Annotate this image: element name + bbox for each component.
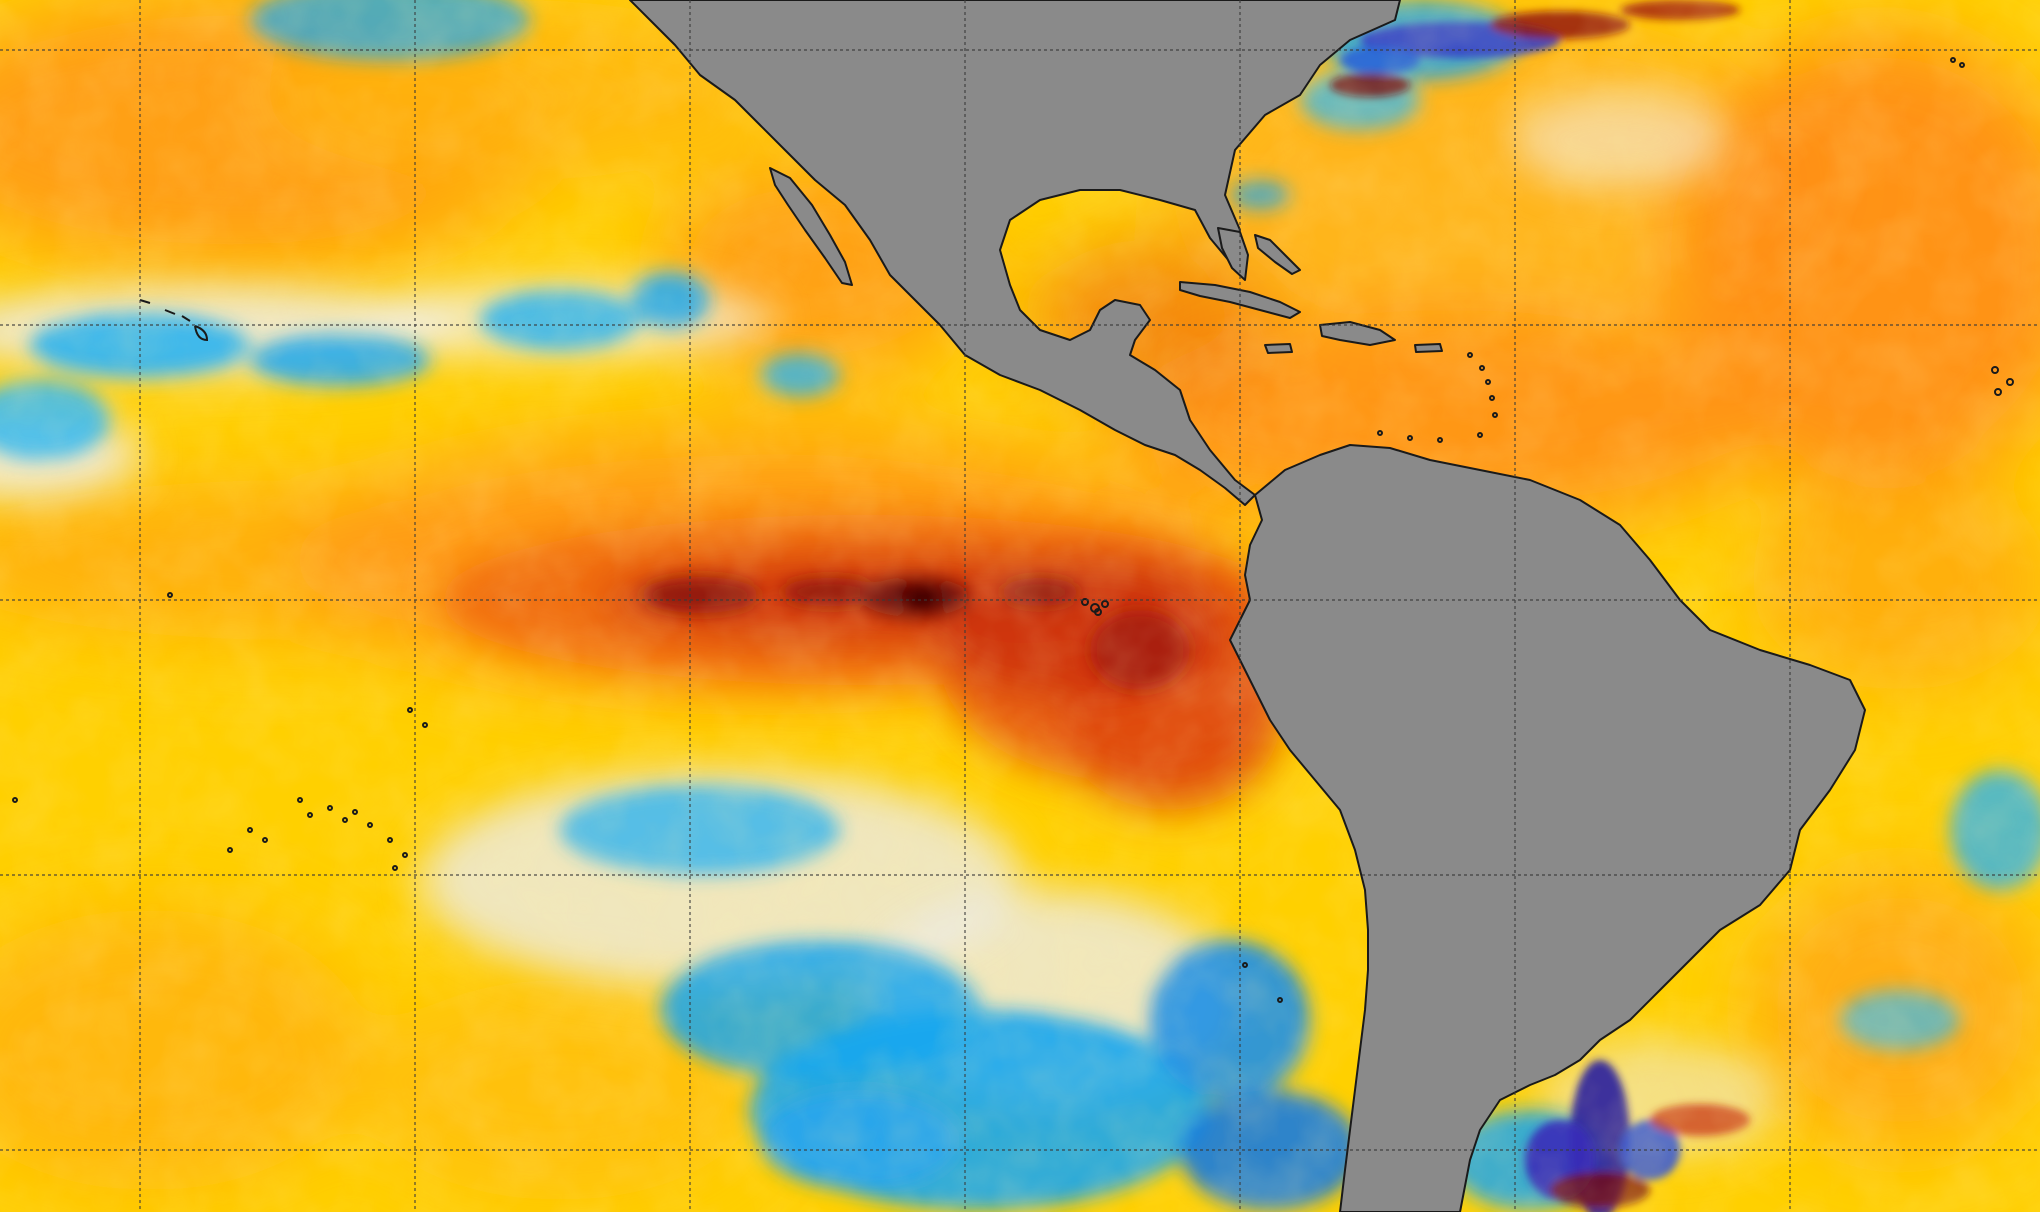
islands xyxy=(12,57,2014,1003)
polynesia-islands xyxy=(12,592,1283,1003)
south-america xyxy=(1229,444,1866,1212)
hispaniola xyxy=(1319,321,1396,346)
hawaii-islands xyxy=(139,299,209,342)
bahamas xyxy=(1254,234,1301,275)
bermuda-azores-islands xyxy=(1950,57,2014,396)
galapagos-islands xyxy=(1081,598,1109,616)
puerto-rico xyxy=(1414,343,1443,353)
landmasses xyxy=(629,0,1866,1212)
lesser-antilles xyxy=(1377,352,1498,443)
baja-california xyxy=(769,167,853,286)
jamaica xyxy=(1264,343,1293,354)
